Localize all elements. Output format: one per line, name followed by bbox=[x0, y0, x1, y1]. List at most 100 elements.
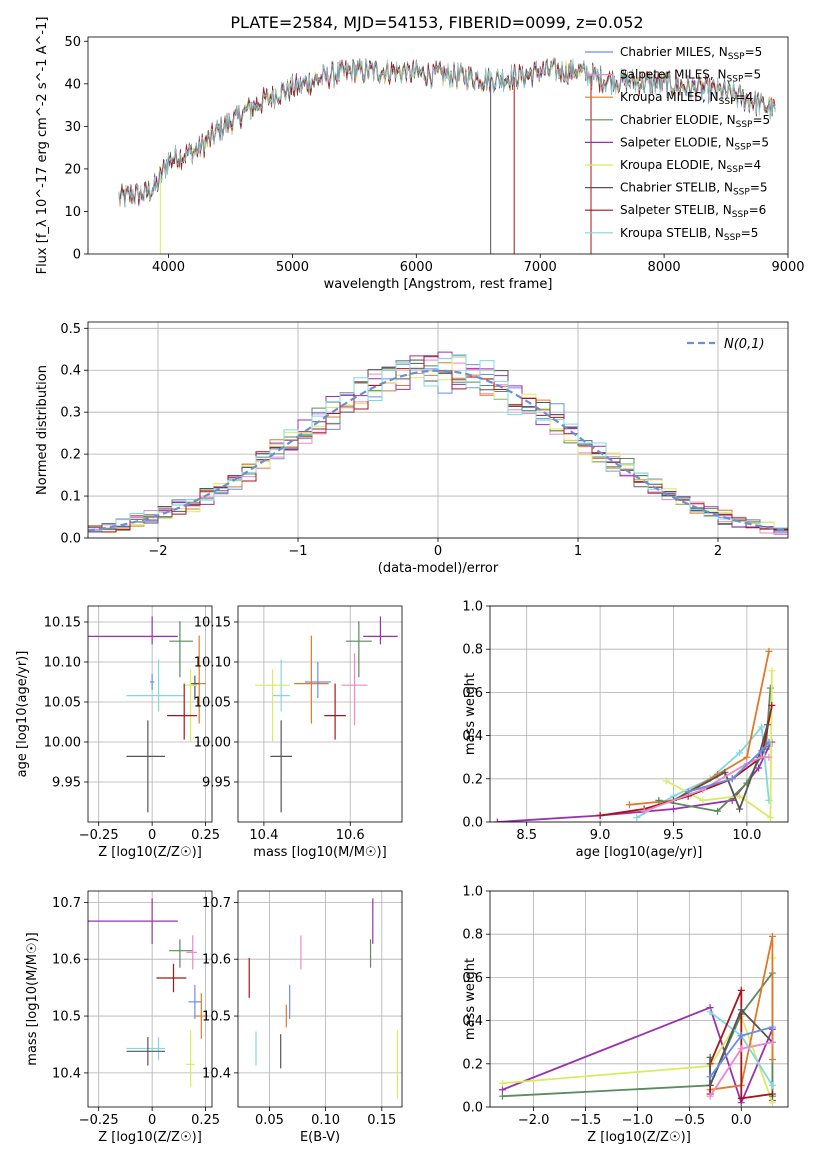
mass-weight-marker bbox=[714, 807, 722, 815]
mass-weight-line bbox=[709, 1008, 774, 1086]
ticks: 10.4 10.6 9.95 10.00 10.05 10.10 10.15 bbox=[194, 616, 365, 844]
ticks: −0.25 0 0.25 10.4 10.5 10.6 10.7 bbox=[52, 896, 220, 1128]
x-tick-label: 8000 bbox=[648, 260, 681, 275]
panel-residuals: −2 −1 0 1 2 0.0 0.1 0.2 0.3 0.4 0.5 (data-model)/er… bbox=[35, 321, 789, 576]
panel-spectrum: 4000 5000 6000 7000 8000 9000 0 10 20 30 40 50 wavel… bbox=[35, 17, 805, 292]
y-tick-label: 0.4 bbox=[462, 729, 483, 744]
ticks: −2 −1 0 1 2 0.0 0.1 0.2 0.3 0.4 0.5 bbox=[60, 322, 722, 559]
x-tick-label: 10.6 bbox=[336, 828, 365, 843]
plot-area bbox=[88, 351, 788, 535]
ticks: −2.0 −1.5 −1.0 −0.5 0.0 0.0 0.2 0.4 0.6 0.8 1.0 bbox=[462, 885, 751, 1129]
y-tick-label: 10 bbox=[64, 205, 81, 220]
mass-weight-marker bbox=[596, 812, 604, 820]
mass-weight-marker bbox=[758, 753, 766, 761]
x-tick-label: −0.5 bbox=[674, 1113, 706, 1128]
mass-weight-marker bbox=[768, 667, 776, 675]
y-tick-label: 0 bbox=[73, 248, 81, 263]
x-axis-label: E(B-V) bbox=[300, 1130, 340, 1145]
legend-label: Salpeter MILES, NSSP=5 bbox=[620, 68, 761, 85]
y-axis-label: Flux [f_λ 10^-17 erg cm^-2 s^-1 A^-1] bbox=[35, 17, 50, 275]
mass-weight-marker bbox=[684, 788, 692, 796]
legend-subscript: SSP bbox=[727, 75, 744, 85]
y-tick-label: 0.0 bbox=[462, 816, 483, 831]
mass-weight-marker bbox=[737, 1006, 745, 1014]
legend-label: Chabrier MILES, NSSP=5 bbox=[620, 45, 762, 62]
legend: Chabrier MILES, NSSP=5 Salpeter MILES, NS… bbox=[585, 45, 770, 243]
ticks: 0.05 0.10 0.15 10.4 10.5 10.6 10.7 bbox=[202, 896, 396, 1128]
mass-weight-marker bbox=[669, 805, 677, 813]
plot-area bbox=[88, 616, 206, 813]
x-tick-label: 1 bbox=[574, 544, 582, 559]
y-tick-label: 40 bbox=[64, 77, 81, 92]
x-tick-label: 10.4 bbox=[249, 828, 278, 843]
x-tick-label: 0 bbox=[148, 828, 156, 843]
y-tick-label: 10.05 bbox=[194, 696, 231, 711]
mass-weight-marker bbox=[736, 749, 744, 757]
mass-weight-marker bbox=[633, 814, 641, 822]
ticks: 8.5 9.0 9.5 10.0 0.0 0.2 0.4 0.6 0.8 1.0 bbox=[462, 600, 761, 844]
y-tick-label: 10.6 bbox=[202, 953, 231, 968]
mass-weight-marker bbox=[768, 1099, 776, 1107]
plot-area bbox=[493, 647, 776, 822]
mass-weight-line bbox=[709, 936, 774, 1091]
x-tick-label: 7000 bbox=[524, 260, 557, 275]
legend-label: Chabrier ELODIE, NSSP=5 bbox=[620, 113, 770, 130]
x-axis-label: wavelength [Angstrom, rest frame] bbox=[324, 277, 553, 292]
axes-frame bbox=[237, 890, 403, 1108]
x-tick-label: 0.05 bbox=[255, 1113, 284, 1128]
panel-age-vs-Z: −0.25 0 0.25 9.95 10.00 10.05 10.10 10.15 Z [log… bbox=[15, 605, 220, 860]
x-tick-label: 0.25 bbox=[191, 828, 220, 843]
y-axis-label: mass weight bbox=[463, 673, 478, 755]
x-axis-label: Z [log10(Z/Z☉)] bbox=[98, 1130, 202, 1145]
panel-mass-vs-Z: −0.25 0 0.25 10.4 10.5 10.6 10.7 Z [log10(Z/Z☉)… bbox=[25, 890, 220, 1145]
mass-weight-line bbox=[687, 741, 770, 793]
x-tick-label: 2 bbox=[714, 544, 722, 559]
y-tick-label: 10.05 bbox=[44, 696, 81, 711]
y-tick-label: 10.00 bbox=[44, 736, 81, 751]
figure-title: PLATE=2584, MJD=54153, FIBERID=0099, z=0… bbox=[230, 13, 643, 32]
mass-weight-marker bbox=[706, 1053, 714, 1061]
axes-frame bbox=[87, 890, 213, 1108]
x-tick-label: 10.0 bbox=[732, 828, 761, 843]
mass-weight-marker bbox=[498, 1079, 506, 1087]
y-tick-label: 10.7 bbox=[52, 896, 81, 911]
legend-nssp: =6 bbox=[749, 203, 767, 217]
y-tick-label: 0.2 bbox=[462, 772, 483, 787]
histogram-step bbox=[88, 354, 788, 532]
plot-area bbox=[255, 616, 398, 813]
legend-nssp: =5 bbox=[745, 45, 763, 59]
histogram-step bbox=[88, 351, 788, 533]
y-tick-label: 0.5 bbox=[60, 322, 81, 337]
y-tick-label: 0.3 bbox=[60, 406, 81, 421]
mass-weight-marker bbox=[640, 807, 648, 815]
legend-subscript: SSP bbox=[724, 233, 741, 243]
x-tick-label: −2 bbox=[148, 544, 167, 559]
normal-curve bbox=[88, 369, 788, 532]
x-axis-label: (data-model)/error bbox=[378, 561, 499, 576]
axes-frame bbox=[87, 605, 213, 823]
y-tick-label: 0.6 bbox=[462, 686, 483, 701]
axes-frame bbox=[489, 605, 789, 823]
y-tick-label: 10.6 bbox=[52, 953, 81, 968]
legend-subscript: SSP bbox=[732, 210, 749, 220]
panel-mass-vs-ebv: 0.05 0.10 0.15 10.4 10.5 10.6 10.7 E(B-V) bbox=[202, 890, 403, 1145]
x-tick-label: −2.0 bbox=[518, 1113, 550, 1128]
y-tick-label: 10.5 bbox=[202, 1010, 231, 1025]
x-tick-label: 0.10 bbox=[311, 1113, 340, 1128]
y-tick-label: 9.95 bbox=[202, 776, 231, 791]
y-tick-label: 0.2 bbox=[462, 1057, 483, 1072]
x-tick-label: 0.0 bbox=[731, 1113, 752, 1128]
x-axis-label: mass [log10(M/M☉)] bbox=[253, 845, 386, 860]
mass-weight-marker bbox=[768, 1090, 776, 1098]
mass-weight-marker bbox=[737, 1094, 745, 1102]
y-tick-label: 10.5 bbox=[52, 1010, 81, 1025]
mass-weight-marker bbox=[755, 764, 763, 772]
legend-nssp: =5 bbox=[741, 226, 759, 240]
legend-label: Chabrier STELIB, NSSP=5 bbox=[620, 181, 768, 198]
mass-weight-marker bbox=[765, 753, 773, 761]
y-tick-label: 0.8 bbox=[462, 643, 483, 658]
y-tick-label: 10.4 bbox=[202, 1066, 231, 1081]
mass-weight-marker bbox=[758, 747, 766, 755]
mass-weight-marker bbox=[768, 1023, 776, 1031]
legend: N(0,1) bbox=[687, 337, 765, 352]
